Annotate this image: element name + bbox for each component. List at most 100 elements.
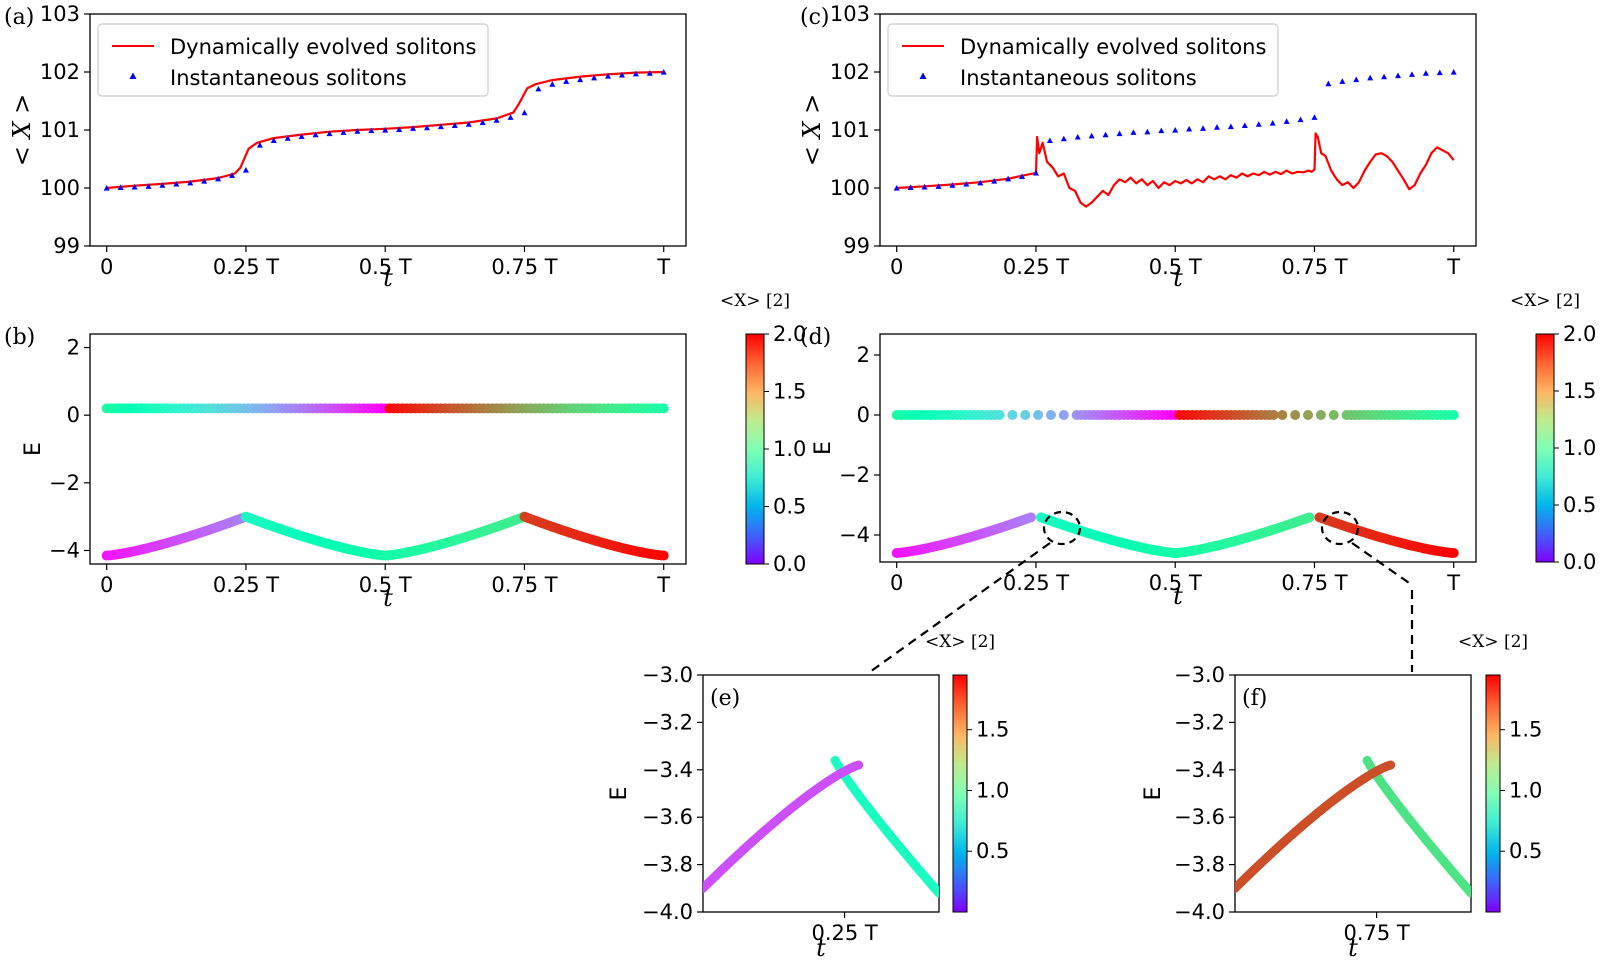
zoom-annotations <box>866 510 1414 675</box>
panel-label: (a) <box>4 5 34 30</box>
y-tick-label: −3.2 <box>1174 710 1225 734</box>
data-point <box>1422 70 1429 76</box>
data-point <box>1448 548 1459 558</box>
colorbar <box>1535 333 1555 563</box>
data-point <box>1339 78 1346 84</box>
data-point <box>618 71 625 78</box>
data-point <box>1033 410 1044 420</box>
y-tick-label: −4.0 <box>642 900 693 924</box>
data-point <box>854 760 864 770</box>
x-tick-label: T <box>656 255 670 279</box>
data-point <box>1297 116 1304 123</box>
y-tick-label: −3.0 <box>642 663 693 687</box>
y-tick-label: 103 <box>40 2 80 26</box>
y-tick-label: −3.8 <box>1174 853 1225 877</box>
y-tick-label: −3.6 <box>1174 805 1225 829</box>
legend-box <box>97 23 489 97</box>
x-tick-label: 0.5 T <box>359 573 412 597</box>
colorbar <box>952 674 968 913</box>
y-tick-label: 101 <box>40 118 80 142</box>
series-line <box>896 132 1455 208</box>
data-point <box>934 888 939 898</box>
data-point <box>1277 410 1288 420</box>
data-point <box>396 126 403 133</box>
data-point <box>949 182 956 188</box>
data-point <box>1116 130 1123 137</box>
data-point <box>994 410 1005 420</box>
data-point <box>410 125 417 131</box>
data-point <box>298 133 305 139</box>
data-point <box>1130 129 1137 135</box>
colorbar-tick-label: 1.0 <box>1509 778 1542 802</box>
panel-label: (e) <box>710 686 740 711</box>
data-point <box>1186 125 1193 132</box>
data-point <box>1032 169 1039 176</box>
x-tick-label: T <box>1446 571 1460 595</box>
data-point <box>1045 410 1056 420</box>
data-point <box>1450 69 1457 75</box>
data-point <box>632 70 639 77</box>
data-point <box>284 135 291 141</box>
y-axis-label: < X > <box>8 94 36 167</box>
data-point <box>1144 128 1151 135</box>
plot-frame <box>879 333 1477 563</box>
data-point <box>326 130 333 137</box>
colorbar <box>1485 674 1501 913</box>
data-point <box>1020 410 1031 420</box>
panel-c: 0 0.25 T 0.5 T 0.75 T T 99 100 101 102 103 t < X > (… <box>798 2 1477 292</box>
data-point <box>660 69 667 75</box>
y-tick-label: 103 <box>830 2 870 26</box>
panel-b: 0 0.25 T 0.5 T 0.75 T T 2 0 −2 −4 t E (b) 0.0 0.5 1.0 1… <box>4 291 806 612</box>
x-tick-label: T <box>1446 255 1460 279</box>
x-tick-label: 0.25 T <box>1003 571 1069 595</box>
colorbar-tick-label: 1.0 <box>773 437 806 461</box>
data-point <box>270 137 277 144</box>
legend-entry: Dynamically evolved solitons <box>960 35 1266 59</box>
colorbar-tick-label: 0.5 <box>1509 839 1542 863</box>
data-point <box>563 78 570 84</box>
data-point <box>1074 133 1081 140</box>
data-point <box>991 178 998 184</box>
data-point <box>256 142 263 148</box>
x-tick-label: 0 <box>890 571 903 595</box>
y-tick-label: −2 <box>839 463 870 487</box>
y-tick-label: −3.4 <box>642 758 693 782</box>
y-tick-label: 100 <box>830 176 870 200</box>
x-tick-label: 0.75 T <box>491 573 557 597</box>
y-tick-label: 102 <box>40 60 80 84</box>
data-point <box>658 403 669 414</box>
data-point <box>1408 71 1415 77</box>
data-point <box>549 81 556 87</box>
colorbar-tick-label: 1.5 <box>773 380 806 404</box>
y-tick-label: −3.2 <box>642 710 693 734</box>
data-point <box>1448 410 1459 420</box>
x-axis-label: t <box>1173 582 1183 610</box>
y-tick-label: −3.6 <box>642 805 693 829</box>
y-axis-label: E <box>21 442 46 456</box>
colorbar-tick-label: 2.0 <box>773 322 806 346</box>
data-point <box>893 185 900 191</box>
colorbar-tick-label: 1.5 <box>976 718 1009 742</box>
colorbar-label: <X> [2] <box>1458 632 1528 652</box>
colorbar-tick-label: 0.5 <box>1563 493 1596 517</box>
data-point <box>1353 76 1360 83</box>
data-point <box>907 184 914 191</box>
data-point <box>1058 410 1069 420</box>
x-tick-label: 0 <box>890 255 903 279</box>
panel-a: 0 0.25 T 0.5 T 0.75 T T 99 100 101 102 103 t < X > (… <box>4 2 687 292</box>
colorbar-label: <X> [2] <box>925 632 995 652</box>
data-point <box>1268 410 1279 420</box>
x-tick-label: T <box>656 573 670 597</box>
data-point <box>229 172 236 178</box>
data-point <box>1290 410 1301 420</box>
colorbar-tick-label: 1.5 <box>1563 379 1596 403</box>
data-point <box>1269 120 1276 126</box>
x-tick-label: 0.25 T <box>213 255 279 279</box>
data-point <box>1386 760 1396 770</box>
colorbar-tick-label: 0.0 <box>1563 550 1596 574</box>
data-point <box>977 179 984 186</box>
panel-label: (b) <box>4 325 35 350</box>
data-point <box>935 183 942 189</box>
data-point <box>1315 410 1326 420</box>
data-point <box>423 124 430 131</box>
